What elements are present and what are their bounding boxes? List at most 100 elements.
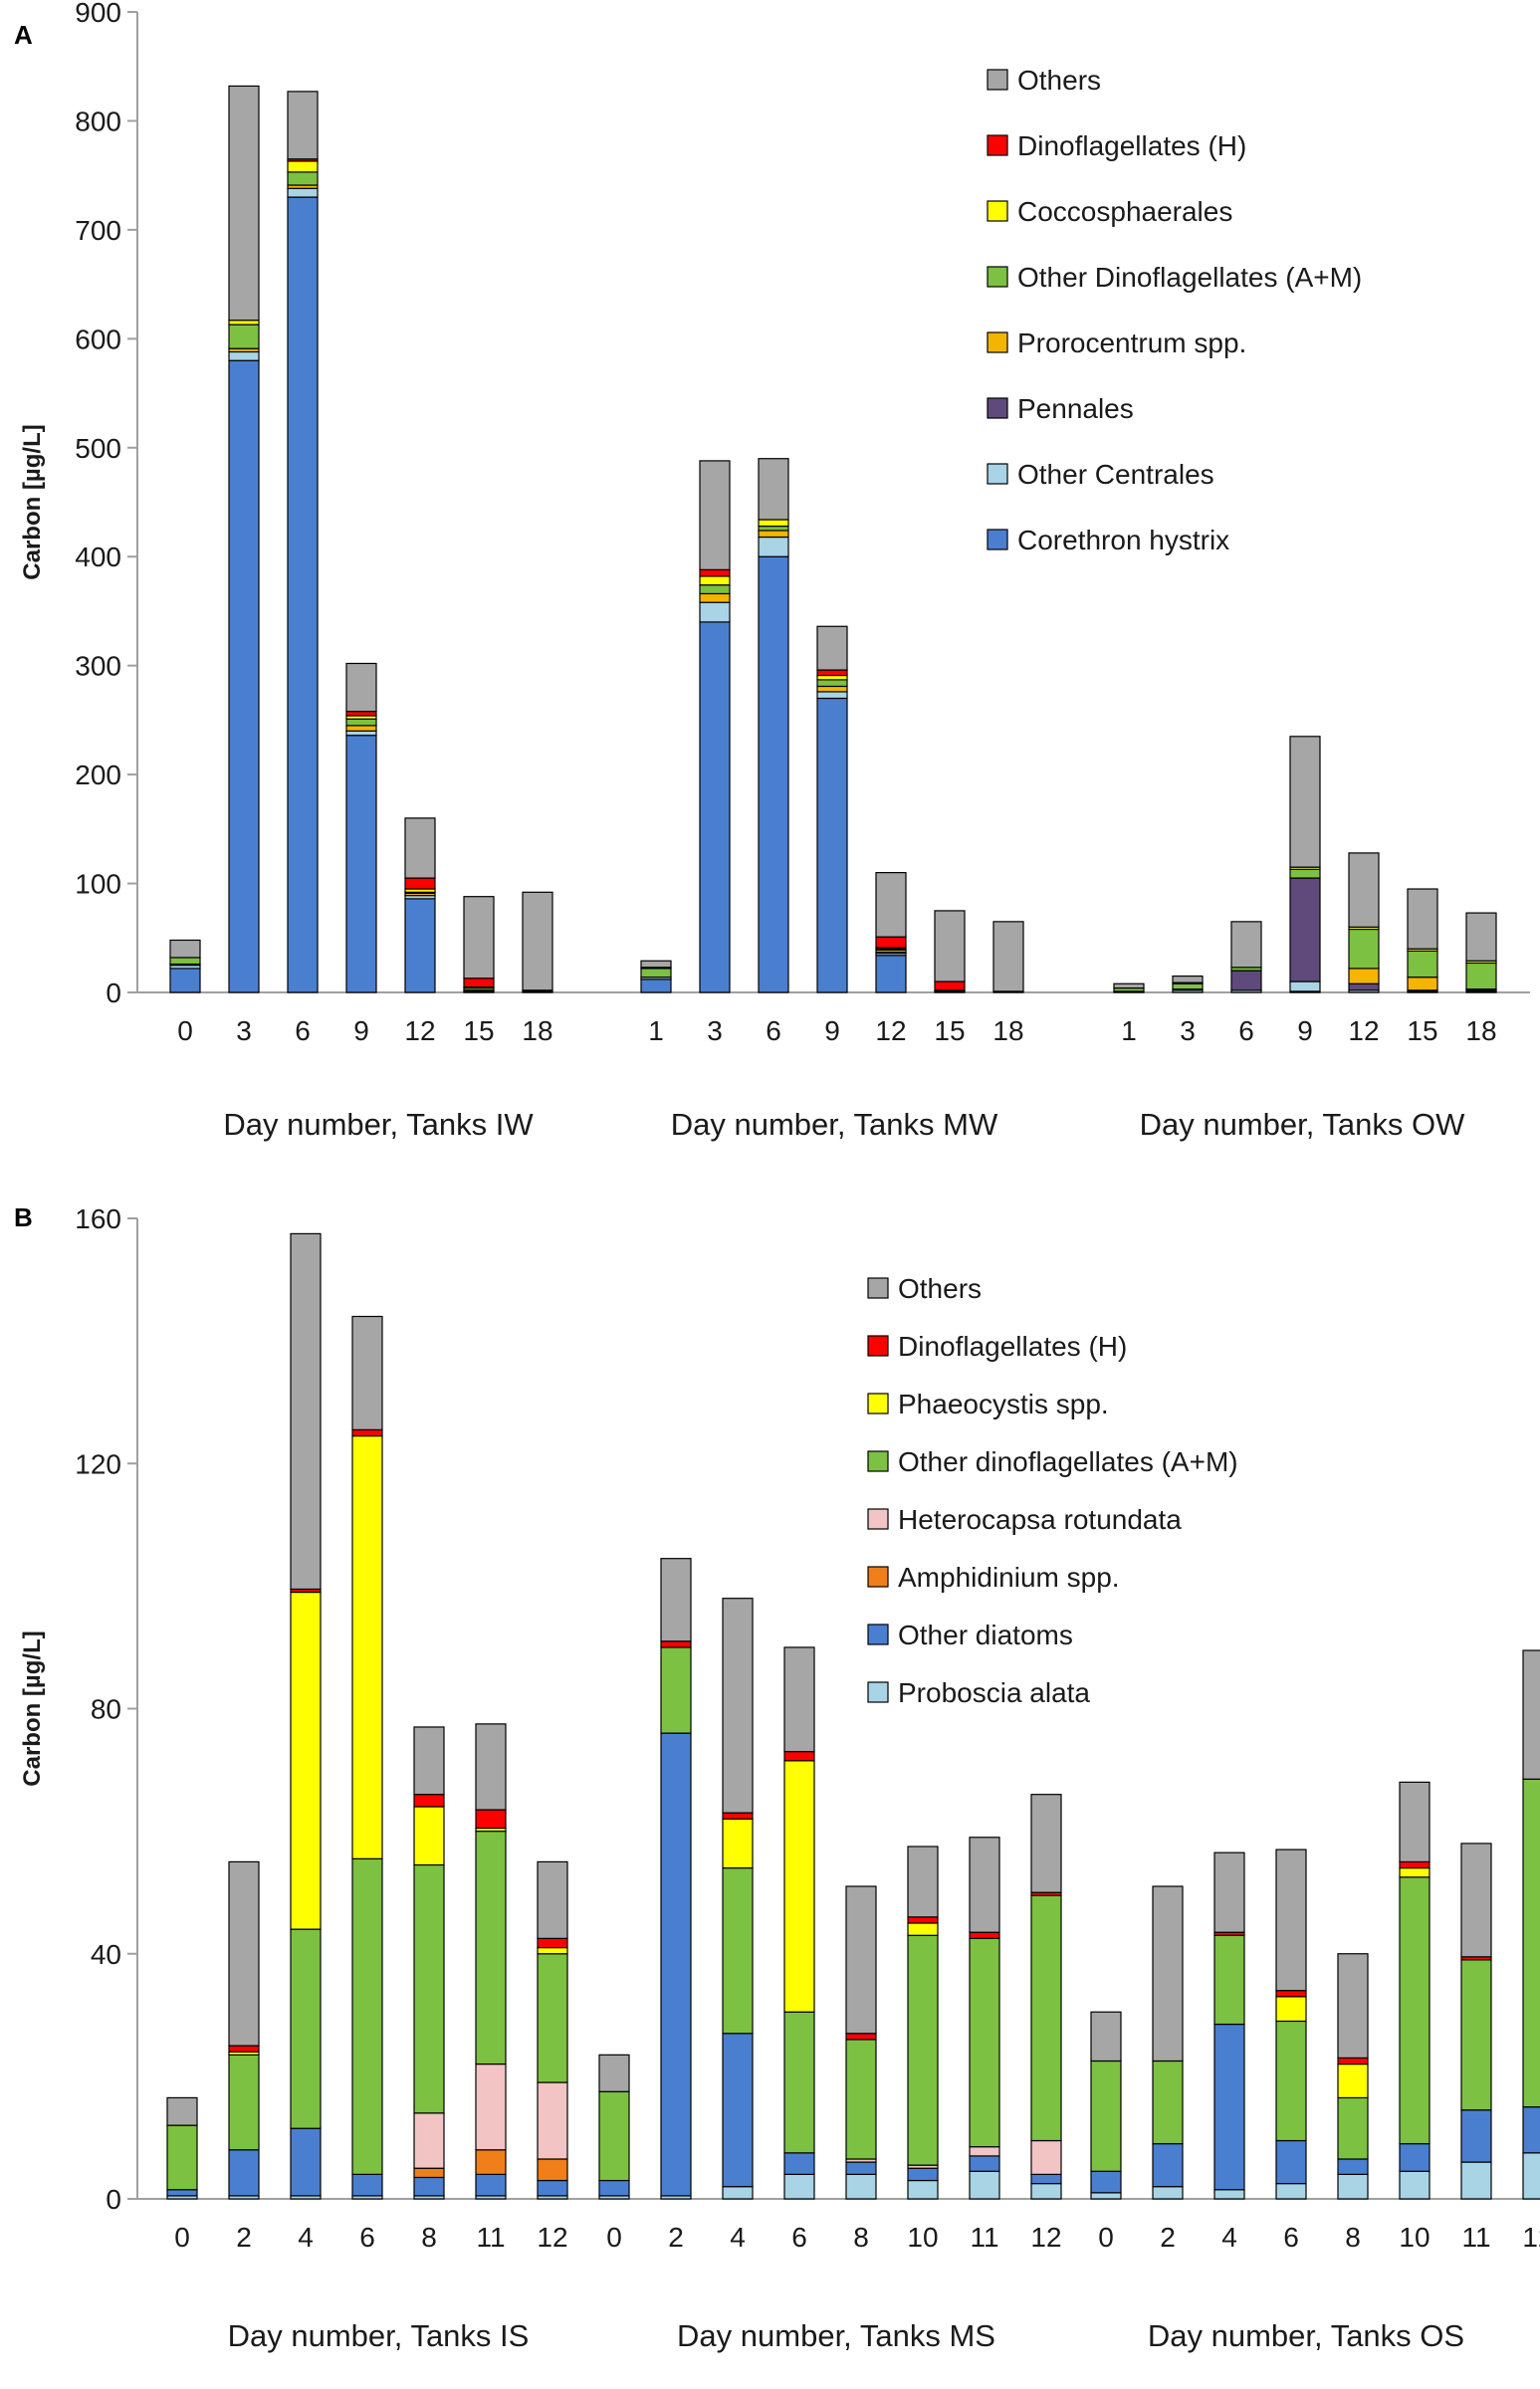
bar-segment xyxy=(287,187,319,198)
x-tick-label: 6 xyxy=(791,2222,807,2253)
legend-label: Phaeocystis spp. xyxy=(898,1389,1109,1419)
x-tick-label: 2 xyxy=(236,2222,252,2253)
y-tick-label: 0 xyxy=(106,977,121,1008)
bar-segment xyxy=(969,2155,1000,2172)
legend-swatch xyxy=(867,1566,889,1588)
x-tick-label: 18 xyxy=(992,1015,1023,1046)
bar-segment xyxy=(640,968,672,978)
x-tick-label: 12 xyxy=(875,1015,906,1046)
x-tick-label: 15 xyxy=(934,1015,965,1046)
bar-segment xyxy=(969,1937,1000,2148)
bar-segment xyxy=(413,1806,445,1866)
bar-segment xyxy=(1399,1781,1430,1863)
bar-segment xyxy=(907,1846,939,1918)
x-tick-label: 4 xyxy=(1221,2222,1237,2253)
panel-label: B xyxy=(14,1202,33,1232)
bar-segment xyxy=(287,196,319,993)
bar-segment xyxy=(228,1860,260,2047)
y-tick-label: 700 xyxy=(75,215,121,246)
x-tick-label: 4 xyxy=(730,2222,746,2253)
x-tick-label: 10 xyxy=(907,2222,938,2253)
bar-segment xyxy=(1152,2186,1184,2200)
bar-segment xyxy=(1090,2192,1122,2200)
x-tick-label: 18 xyxy=(522,1015,552,1046)
bar-segment xyxy=(1289,868,1321,879)
bar-segment xyxy=(1337,2096,1369,2160)
bar-segment xyxy=(660,1646,692,1734)
bar-segment xyxy=(1030,1794,1062,1893)
bar-segment xyxy=(845,1885,877,2035)
bar-segment xyxy=(404,817,436,879)
bar-segment xyxy=(1113,982,1145,989)
bar-segment xyxy=(413,2176,445,2197)
bar-segment xyxy=(1230,970,1262,991)
y-tick-label: 300 xyxy=(75,651,121,682)
legend-label: Others xyxy=(1017,65,1101,96)
x-tick-label: 11 xyxy=(476,2222,505,2253)
bar-segment xyxy=(1337,2173,1369,2200)
bar-segment xyxy=(1275,1848,1307,1992)
x-tick-label: 12 xyxy=(1522,2222,1540,2253)
bar-segment xyxy=(413,2112,445,2169)
x-tick-label: 18 xyxy=(1465,1015,1496,1046)
x-tick-label: 0 xyxy=(1098,2222,1114,2253)
bar-segment xyxy=(969,1931,1000,1939)
bar-segment xyxy=(1522,1778,1540,2108)
bar-segment xyxy=(1337,2063,1369,2099)
bar-group: 0 2 4 6 8 10 11 12 Day number, Tanks MS xyxy=(598,1558,1062,2353)
bar-group: 0 2 4 6 8 10 11 12 Day number, Tanks OS xyxy=(1090,1649,1540,2353)
bar-segment xyxy=(1275,1990,1307,1998)
bar-segment xyxy=(228,350,260,361)
bar-segment xyxy=(345,718,377,727)
x-group-label: Day number, Tanks OS xyxy=(1148,2318,1464,2353)
x-tick-label: 12 xyxy=(1348,1015,1379,1046)
bar-segment xyxy=(722,1598,754,1814)
x-tick-label: 15 xyxy=(1407,1015,1437,1046)
bar-segment xyxy=(640,960,672,969)
bar-segment xyxy=(783,1646,815,1753)
bar-segment xyxy=(290,2127,322,2197)
bar-segment xyxy=(1465,912,1497,962)
bar-segment xyxy=(228,324,260,349)
bar-segment xyxy=(699,575,731,586)
bar-segment xyxy=(1030,2173,1062,2185)
bar-segment xyxy=(345,662,377,713)
bar-segment xyxy=(1152,2060,1184,2145)
bar-segment xyxy=(1460,2109,1492,2163)
bar-segment xyxy=(1152,2142,1184,2188)
y-tick-label: 900 xyxy=(75,0,121,28)
bar-segment xyxy=(351,2173,383,2197)
bar-segment xyxy=(413,2167,445,2179)
bar-segment xyxy=(537,1953,568,2083)
bar-segment xyxy=(290,1928,322,2129)
bar-segment xyxy=(463,896,495,979)
bar-segment xyxy=(345,735,377,993)
bar-segment xyxy=(351,1428,383,1437)
bar-segment xyxy=(934,980,966,991)
legend-swatch xyxy=(867,1681,889,1703)
x-tick-label: 12 xyxy=(537,2222,567,2253)
bar-segment xyxy=(166,2124,198,2191)
y-tick-label: 600 xyxy=(75,324,121,354)
legend-swatch xyxy=(987,69,1008,91)
bar-segment xyxy=(722,2186,754,2200)
bar-segment xyxy=(287,171,319,186)
bar-segment xyxy=(758,555,789,993)
bar-segment xyxy=(969,2146,1000,2157)
bar-segment xyxy=(816,685,848,693)
bar-segment xyxy=(875,872,907,938)
bar-segment xyxy=(1465,962,1497,990)
bar-segment xyxy=(404,877,436,890)
bar-segment xyxy=(699,584,731,595)
x-tick-label: 12 xyxy=(1030,2222,1061,2253)
x-group-label: Day number, Tanks OW xyxy=(1140,1107,1466,1142)
legend-swatch xyxy=(987,463,1008,485)
bar-segment xyxy=(816,679,848,688)
bar-segment xyxy=(875,936,907,949)
bar-segment xyxy=(783,1750,815,1762)
x-tick-label: 15 xyxy=(463,1015,494,1046)
bar-segment xyxy=(1522,2106,1540,2154)
bar-segment xyxy=(907,1934,939,2166)
bar-segment xyxy=(1213,2189,1245,2200)
bar-segment xyxy=(537,1946,568,1955)
